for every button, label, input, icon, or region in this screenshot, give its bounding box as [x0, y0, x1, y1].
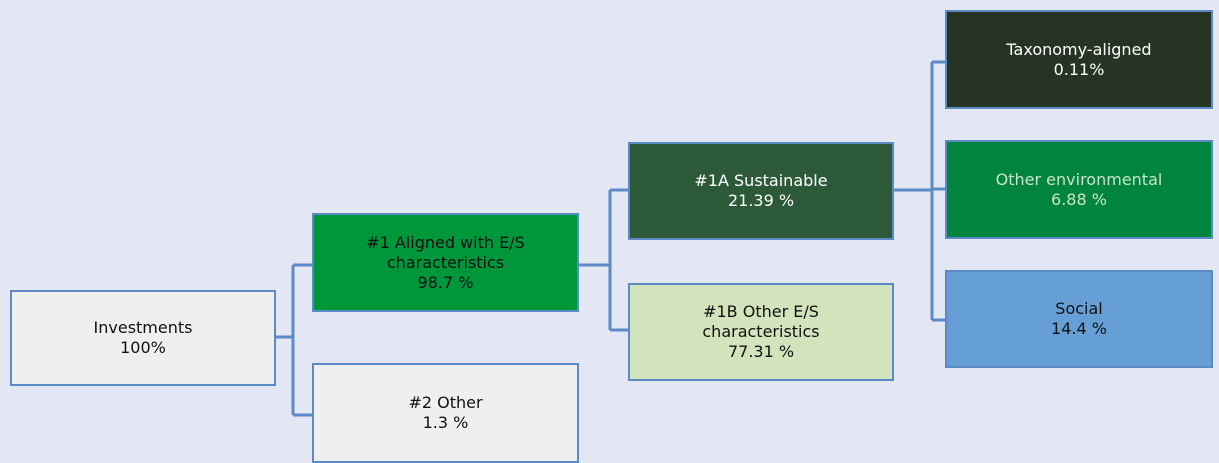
node-label: 98.7 % — [417, 272, 474, 292]
node-label: 1.3 % — [422, 413, 469, 432]
node-box: #1B Other E/S characteristics 77.31 % — [628, 283, 894, 381]
node-label: characteristics — [702, 322, 820, 341]
node-label: 21.39 % — [727, 191, 795, 210]
node-box: Taxonomy-aligned 0.11% — [945, 10, 1213, 109]
connector — [275, 263, 312, 417]
node-label: characteristics — [386, 252, 505, 272]
node-box: #1 Aligned with E/S characteristics 98.7 % — [312, 213, 579, 312]
node-label: Investments — [93, 318, 193, 337]
node-label: 14.4 % — [1051, 319, 1107, 338]
node-box: Social 14.4 % — [945, 270, 1213, 368]
node-box: Other environmental 6.88 % — [945, 140, 1213, 239]
node-label: Other environmental — [995, 169, 1163, 189]
node-label: 6.88 % — [1051, 189, 1107, 209]
node-label: Social — [1055, 299, 1103, 318]
node-label: 0.11% — [1053, 59, 1105, 79]
node-box: #2 Other 1.3 % — [312, 363, 579, 463]
node-label: #2 Other — [408, 393, 483, 412]
node-label: Taxonomy-aligned — [1006, 39, 1152, 59]
node-box: Investments 100% — [10, 290, 276, 386]
node-label: #1 Aligned with E/S — [366, 232, 525, 252]
node-label: 77.31 % — [727, 342, 795, 361]
node-box: #1A Sustainable 21.39 % — [628, 142, 894, 240]
connector — [893, 60, 945, 322]
node-label: 100% — [120, 338, 166, 357]
connector — [578, 188, 628, 332]
node-label: #1A Sustainable — [694, 171, 828, 190]
node-label: #1B Other E/S — [703, 302, 819, 321]
